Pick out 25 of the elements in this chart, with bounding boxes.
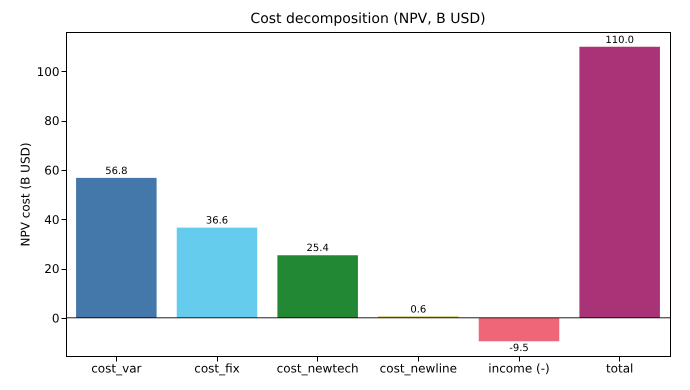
data-label: 56.8 (105, 166, 128, 177)
y-axis-title: NPV cost (B USD) (18, 142, 33, 246)
y-tick-label: 100 (36, 64, 60, 79)
x-tick-label: cost_fix (194, 362, 240, 376)
x-tick-label: cost_newtech (276, 362, 359, 376)
bar (176, 228, 258, 318)
y-tick-label: 20 (44, 262, 60, 276)
bar (277, 255, 358, 318)
bar (579, 46, 660, 318)
data-label: 0.6 (410, 304, 426, 316)
chart-title: Cost decomposition (NPV, B USD) (250, 11, 486, 27)
x-tick-label: total (606, 362, 634, 376)
x-tick-label: cost_var (91, 362, 142, 376)
y-tick-label: 60 (44, 163, 60, 178)
data-label: 36.6 (206, 216, 228, 227)
x-tick-label: cost_newline (380, 362, 458, 376)
data-label: 110.0 (605, 34, 634, 46)
bar (478, 318, 560, 342)
y-tick-label: 0 (52, 311, 60, 326)
y-tick-label: 40 (44, 212, 60, 227)
y-tick-label: 80 (44, 114, 60, 128)
data-label: 25.4 (306, 243, 329, 254)
x-tick-label: income (-) (488, 362, 550, 376)
bar (76, 178, 157, 318)
data-label: -9.5 (509, 343, 529, 354)
